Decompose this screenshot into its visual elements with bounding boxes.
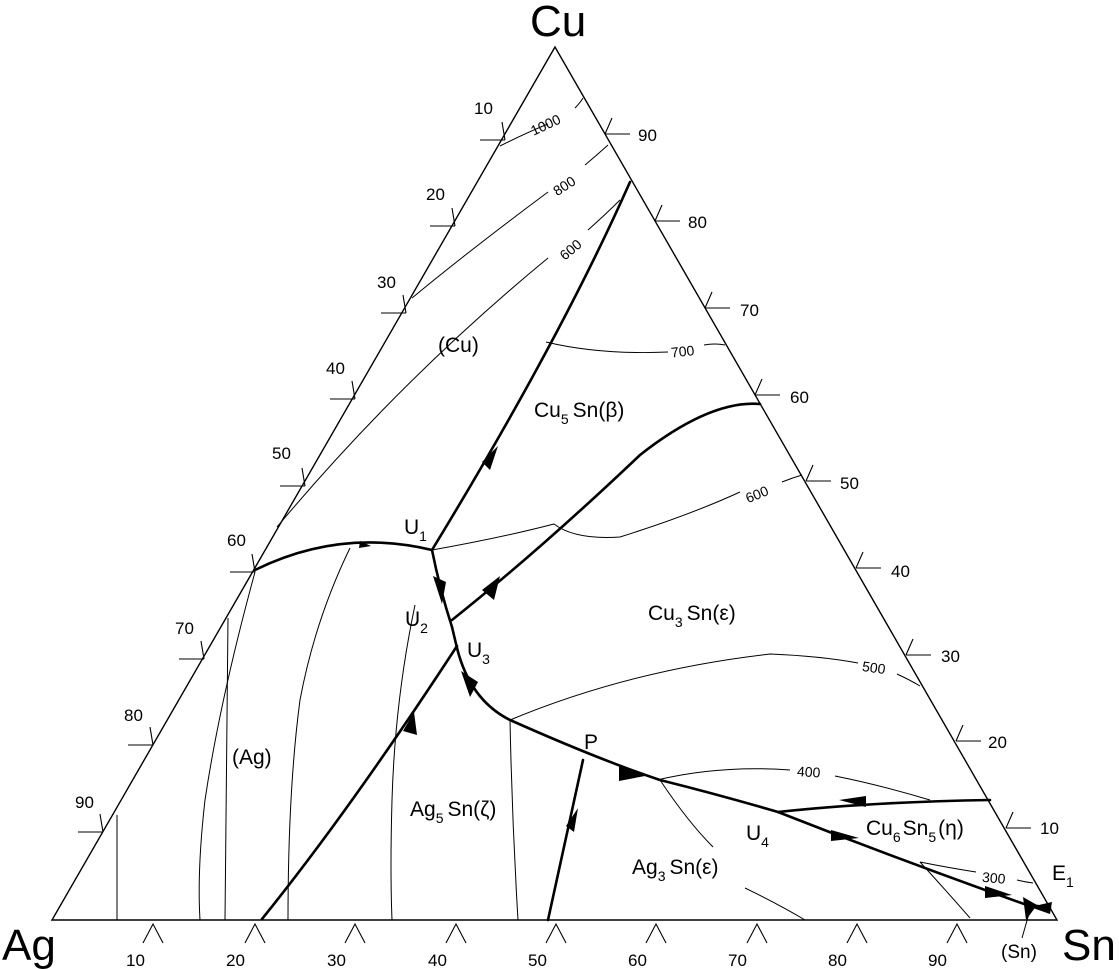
svg-text:20: 20: [988, 733, 1007, 752]
bottom-edge-ticks: [142, 922, 968, 944]
arrow-8: [566, 808, 578, 832]
curve-p-down: [546, 758, 585, 922]
isotherm-label-800: 800: [550, 173, 578, 199]
isotherm-700: [545, 341, 726, 354]
svg-text:10: 10: [126, 951, 145, 969]
svg-text:40: 40: [326, 359, 345, 378]
left-edge-ticks: [78, 121, 506, 833]
univariant-curves: [253, 180, 1052, 922]
svg-text:10: 10: [474, 99, 493, 118]
phase-label-ag: (Ag): [232, 746, 272, 769]
triangle-frame: [50, 45, 1059, 921]
svg-text:50: 50: [840, 474, 859, 493]
svg-text:80: 80: [828, 951, 847, 969]
svg-text:10: 10: [1040, 819, 1059, 838]
point-label-u2: U2: [405, 608, 428, 636]
bottom-edge-tick-labels: 10 20 30 40 50 60 70 80 90: [126, 951, 947, 969]
arrow-11: [985, 886, 1012, 898]
direction-arrows: [359, 446, 1052, 920]
point-label-u3: U3: [467, 639, 490, 667]
svg-text:60: 60: [227, 531, 246, 550]
arrow-10: [831, 830, 859, 841]
isotherm-lines: [116, 97, 1034, 939]
isotherm-label-600-upper: 600: [556, 236, 584, 263]
isotherm-800: [411, 144, 609, 299]
arrow-1: [359, 541, 371, 548]
left-edge-tick-labels: 10 20 30 40 50 60 70 80 90: [75, 99, 493, 812]
isotherm-label-500: 500: [861, 658, 887, 677]
arrow-2: [482, 446, 498, 470]
phase-label-ag3sn: Ag3 Sn(ε): [632, 856, 719, 884]
isotherm-label-600-right: 600: [743, 482, 771, 506]
isotherm-label-1000: 1000: [528, 111, 563, 139]
arrow-13: [1030, 902, 1052, 914]
phase-label-cu3sn: Cu3 Sn(ε): [648, 602, 736, 630]
curve-u3-to-p: [455, 646, 780, 814]
isotherm-400: [656, 768, 931, 801]
svg-text:40: 40: [891, 562, 910, 581]
arrow-7: [619, 766, 645, 781]
curve-u2-to-u3: [450, 625, 459, 650]
svg-text:30: 30: [327, 951, 346, 969]
right-edge-ticks: [604, 117, 1031, 829]
isotherm-1000: [499, 97, 584, 147]
svg-text:70: 70: [728, 951, 747, 969]
svg-text:80: 80: [688, 213, 707, 232]
isotherm-600-upper: [276, 199, 621, 528]
point-label-u1: U1: [404, 516, 427, 544]
phase-labels: (Cu) Cu5 Sn(β) Cu3 Sn(ε) (Ag) Ag5 Sn(ζ) Ag3…: [232, 334, 1037, 963]
arrow-12: [1023, 897, 1037, 920]
svg-text:20: 20: [226, 951, 245, 969]
isotherm-labels: 1000 800 600 700 600 500 400 300: [528, 111, 1006, 887]
isotherm-300: [919, 861, 1034, 884]
point-label-e1: E1: [1052, 862, 1074, 890]
isotherm-500: [509, 653, 921, 721]
phase-label-cu5sn: Cu5 Sn(β): [534, 399, 624, 427]
curve-right-to-u4: [776, 798, 992, 814]
svg-text:30: 30: [377, 273, 396, 292]
corner-label-sn: Sn: [1062, 921, 1116, 969]
curve-top-to-u1: [430, 180, 632, 552]
svg-text:70: 70: [740, 301, 759, 320]
curve-bottom-to-u3: [260, 644, 459, 921]
svg-text:90: 90: [75, 793, 94, 812]
svg-text:80: 80: [124, 706, 143, 725]
curve-left-to-u1: [253, 541, 434, 572]
isotherm-600-right: [431, 474, 803, 551]
phase-label-cu: (Cu): [438, 334, 479, 357]
point-label-p: P: [584, 731, 598, 754]
corner-label-ag: Ag: [2, 921, 56, 969]
isotherm-label-300: 300: [981, 869, 1006, 887]
arrow-9: [839, 796, 866, 807]
right-edge-tick-labels: 90 80 70 60 50 40 30 20 10: [638, 126, 1059, 838]
curve-right-to-u2: [450, 402, 762, 622]
phase-label-ag5sn: Ag5 Sn(ζ): [410, 798, 496, 826]
svg-text:50: 50: [272, 444, 291, 463]
svg-text:40: 40: [428, 951, 447, 969]
invariant-point-labels: U1 U2 U3 U4 P E1: [404, 516, 1074, 890]
arrow-5: [461, 671, 478, 697]
arrow-4: [482, 576, 500, 600]
svg-text:50: 50: [528, 951, 547, 969]
svg-text:90: 90: [928, 951, 947, 969]
isotherm-label-700: 700: [670, 342, 695, 360]
arrow-3: [433, 576, 446, 604]
svg-text:60: 60: [790, 388, 809, 407]
svg-text:30: 30: [941, 647, 960, 666]
arrow-6: [403, 712, 417, 735]
phase-label-cu6sn5: Cu6Sn5(η): [866, 817, 964, 845]
point-label-u4: U4: [746, 822, 769, 850]
phase-label-sn: (Sn): [1001, 942, 1037, 963]
svg-text:60: 60: [628, 951, 647, 969]
isotherm-label-400: 400: [797, 763, 822, 781]
svg-text:90: 90: [638, 126, 657, 145]
svg-text:70: 70: [175, 619, 194, 638]
svg-text:20: 20: [426, 185, 445, 204]
corner-label-cu: Cu: [530, 0, 586, 46]
